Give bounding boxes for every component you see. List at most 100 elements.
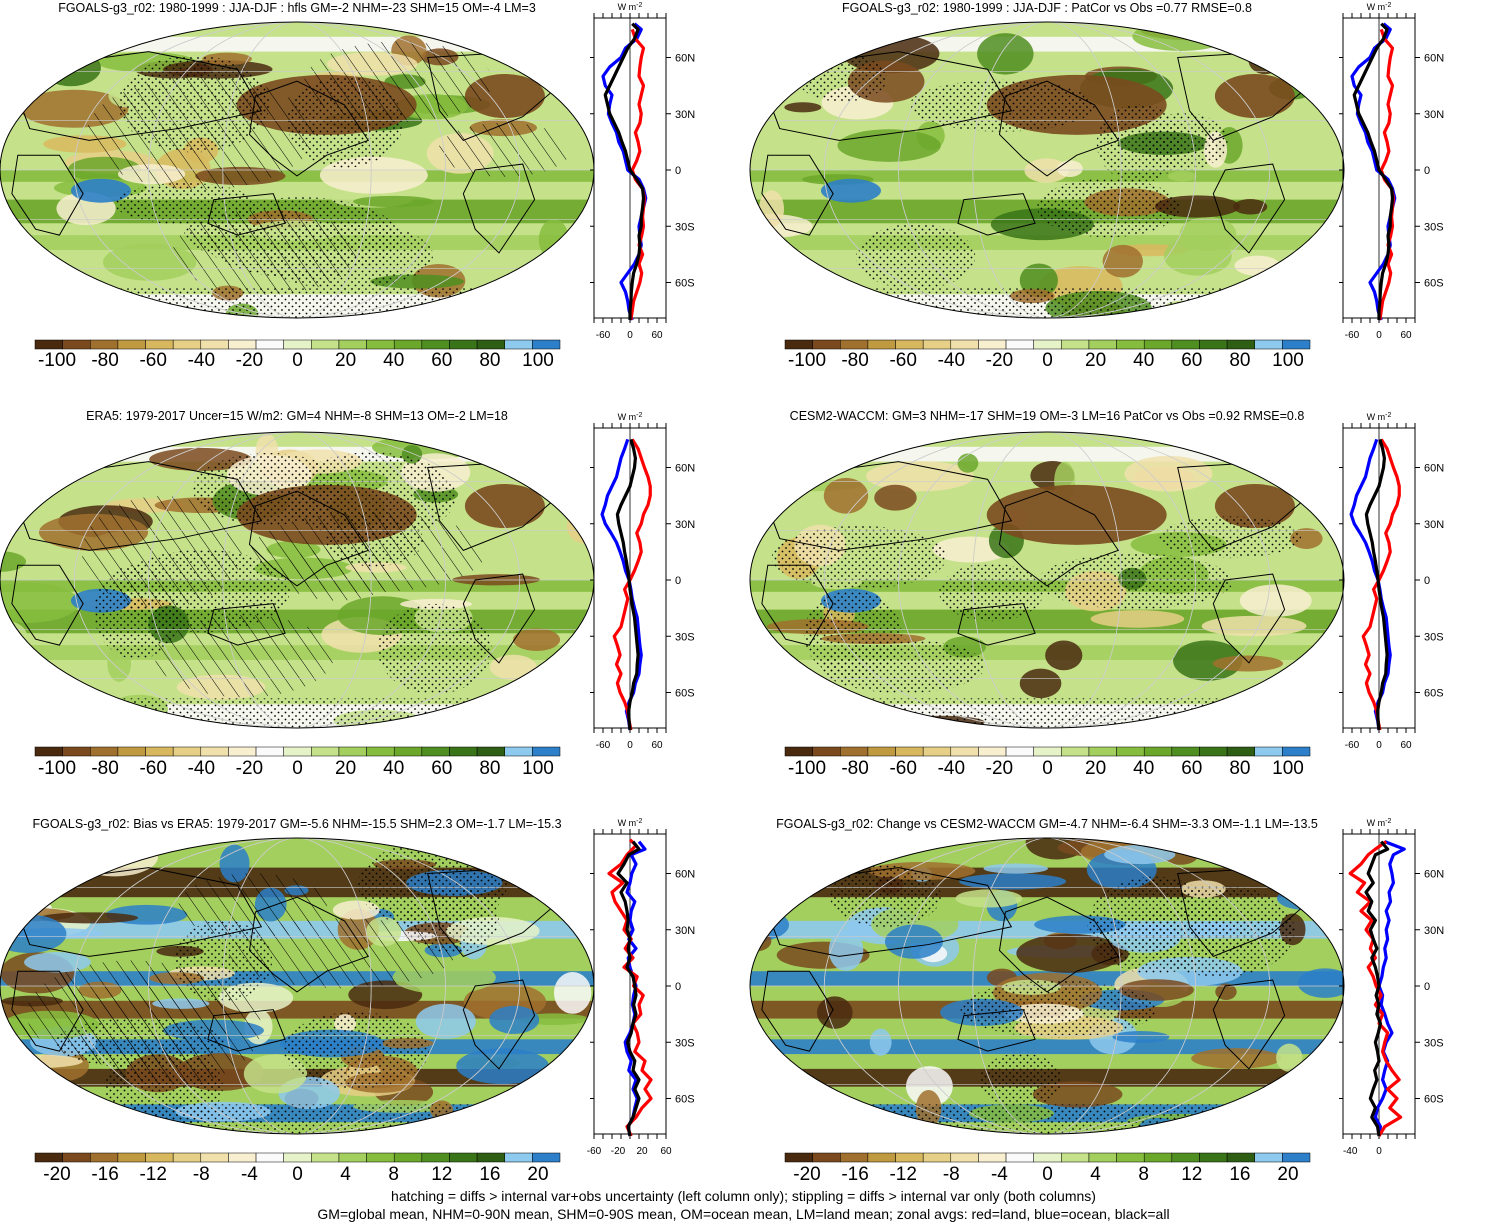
colorbar-swatch bbox=[421, 339, 450, 350]
field-blob bbox=[353, 195, 435, 208]
colorbar-label: 100 bbox=[522, 758, 554, 779]
lat-tick-label: 30S bbox=[1424, 631, 1444, 643]
colorbar-label: 0 bbox=[292, 1164, 303, 1180]
colorbar-label: -60 bbox=[139, 758, 166, 779]
stipple-region bbox=[750, 1104, 1344, 1134]
zonal-land-line bbox=[1361, 438, 1401, 731]
zonal-all-line bbox=[616, 840, 641, 1137]
coastline bbox=[207, 1009, 286, 1052]
field-blob bbox=[460, 846, 500, 860]
colorbar-label: 80 bbox=[479, 758, 500, 779]
colorbar-label: 8 bbox=[1138, 1164, 1149, 1180]
colorbar-label: -20 bbox=[43, 1164, 70, 1180]
x-tick-label: 0 bbox=[1376, 740, 1382, 751]
graticule-lon bbox=[148, 22, 446, 318]
field-blob bbox=[1173, 640, 1243, 681]
field-blob bbox=[785, 1092, 827, 1105]
map-field-1 bbox=[750, 22, 1344, 318]
map-title-4: FGOALS-g3_r02: Bias vs ERA5: 1979-2017 G… bbox=[32, 817, 561, 831]
field-blob bbox=[1112, 1031, 1170, 1043]
lat-tick-label: 60S bbox=[675, 1094, 695, 1106]
colorbar-swatch bbox=[978, 339, 1007, 350]
colorbar-swatch bbox=[366, 1152, 395, 1163]
colorbar-label: 8 bbox=[388, 1164, 399, 1180]
map-title-3: CESM2-WACCM: GM=3 NHM=-17 SHM=19 OM=-3 L… bbox=[790, 409, 1305, 423]
field-band bbox=[750, 446, 1344, 462]
colorbar-label: -16 bbox=[91, 1164, 118, 1180]
stipple-region bbox=[1141, 112, 1228, 170]
field-blob bbox=[461, 1109, 568, 1134]
units-exp: -2 bbox=[1385, 412, 1391, 419]
zonal-units: W m-2 bbox=[618, 818, 643, 828]
colorbar-2: -100 -80 -60 -40 -20 0 20 40 60 80 100 bbox=[34, 746, 561, 779]
field-blob bbox=[538, 219, 569, 261]
colorbar-swatch bbox=[34, 339, 63, 350]
coastline bbox=[998, 490, 1120, 587]
zonal-land-line bbox=[1348, 840, 1403, 1137]
field-blob bbox=[1291, 310, 1324, 318]
colorbar-swatch bbox=[200, 746, 229, 757]
map-field-3 bbox=[750, 432, 1344, 728]
colorbar-swatch bbox=[421, 1152, 450, 1163]
colorbar-swatch bbox=[1116, 339, 1145, 350]
colorbar-swatch bbox=[950, 339, 979, 350]
field-blob bbox=[1201, 615, 1307, 637]
colorbar-swatch bbox=[393, 1152, 423, 1163]
colorbar-swatch bbox=[172, 746, 202, 757]
colorbar-swatch bbox=[476, 746, 505, 757]
field-blob bbox=[1276, 887, 1335, 910]
stipple-region bbox=[192, 453, 345, 526]
lat-tick-label: 60N bbox=[1424, 463, 1444, 475]
colorbar-label: -100 bbox=[38, 350, 76, 371]
colorbar-swatch bbox=[950, 1152, 979, 1163]
lat-tick-label: 30N bbox=[1424, 925, 1444, 937]
colorbar-label: 40 bbox=[1133, 758, 1154, 779]
field-blob bbox=[1056, 160, 1083, 178]
colorbar-swatch bbox=[1005, 339, 1034, 350]
colorbar-swatch bbox=[393, 746, 423, 757]
field-blob bbox=[750, 1079, 778, 1111]
x-tick-label: 20 bbox=[636, 1146, 648, 1157]
colorbar-swatch bbox=[1033, 1152, 1062, 1163]
colorbar-swatch bbox=[476, 339, 505, 350]
colorbar-swatch bbox=[895, 339, 924, 350]
colorbar-swatch bbox=[1116, 1152, 1145, 1163]
colorbar-swatch bbox=[117, 1152, 146, 1163]
colorbar-label: 20 bbox=[335, 350, 356, 371]
coastline bbox=[998, 80, 1120, 177]
colorbar-swatch bbox=[840, 1152, 869, 1163]
field-blob bbox=[874, 484, 917, 511]
colorbar-swatch bbox=[145, 339, 174, 350]
field-blob bbox=[1311, 1106, 1344, 1118]
colorbar-label: -12 bbox=[889, 1164, 916, 1180]
stipple-region bbox=[114, 182, 255, 225]
coastline bbox=[761, 970, 834, 1052]
colorbar-swatch bbox=[393, 339, 423, 350]
colorbar-label: -100 bbox=[788, 758, 826, 779]
colorbar-label: 100 bbox=[1272, 350, 1304, 371]
colorbar-label: -40 bbox=[188, 350, 215, 371]
coastline bbox=[11, 970, 84, 1052]
colorbar-swatch bbox=[62, 1152, 91, 1163]
stipple-region bbox=[939, 563, 1044, 622]
lat-tick-label: 0 bbox=[675, 981, 681, 993]
colorbar-swatch bbox=[90, 1152, 119, 1163]
zonal-panel-5: 60N 30N 0 30S 60S -40 0 W m-2 bbox=[1339, 818, 1444, 1157]
graticule-lon bbox=[972, 432, 1122, 728]
colorbar-label: 0 bbox=[292, 350, 303, 371]
lat-tick-label: 60N bbox=[675, 869, 695, 881]
colorbar-label: -20 bbox=[986, 758, 1013, 779]
zonal-panel-1: 60N 30N 0 30S 60S -60 0 60 W m-2 bbox=[1339, 2, 1444, 341]
zonal-panel-0: 60N 30N 0 30S 60S -60 0 60 W m-2 bbox=[590, 2, 695, 341]
colorbar-swatch bbox=[978, 1152, 1007, 1163]
colorbar-label: -60 bbox=[889, 350, 916, 371]
field-blob bbox=[1104, 845, 1176, 865]
hatch-region bbox=[79, 968, 262, 1086]
stipple-region bbox=[377, 603, 492, 695]
lat-tick-label: 30S bbox=[675, 221, 695, 233]
field-blob bbox=[750, 1092, 799, 1114]
colorbar-label: -20 bbox=[236, 350, 263, 371]
hatch-region bbox=[228, 918, 456, 989]
colorbar-label: -80 bbox=[841, 350, 868, 371]
stipple-region bbox=[750, 288, 1344, 318]
